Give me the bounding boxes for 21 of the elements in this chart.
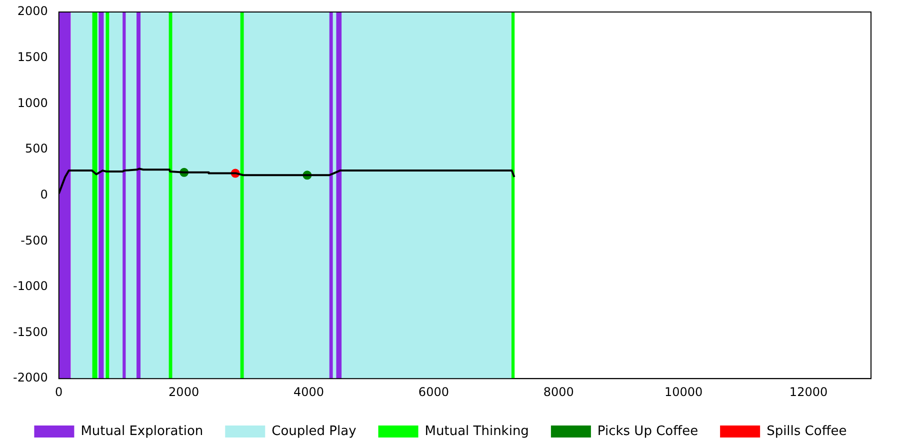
legend-label: Picks Up Coffee: [597, 424, 698, 439]
y-tick-label: 1500: [17, 50, 48, 64]
x-tick-label: 12000: [789, 384, 828, 399]
legend-label: Coupled Play: [272, 424, 357, 439]
x-tick-label: 10000: [664, 384, 703, 399]
x-tick-label: 2000: [168, 384, 200, 399]
x-tick-label: 8000: [543, 384, 574, 399]
y-tick-label: 0: [40, 187, 48, 202]
legend-label: Mutual Exploration: [80, 424, 204, 439]
x-tick-label: 4000: [293, 384, 324, 399]
y-tick-label: -1000: [12, 279, 48, 294]
y-tick-label: -500: [20, 233, 48, 248]
x-tick-label: 0: [55, 384, 63, 399]
y-tick-label: -1500: [12, 324, 48, 339]
y-tick-label: 1000: [17, 96, 48, 110]
y-tick-label: -2000: [12, 370, 48, 385]
x-tick-label: 6000: [418, 384, 449, 399]
legend-label: Mutual Thinking: [424, 424, 529, 439]
y-tick-label: 2000: [17, 4, 48, 18]
legend-label: Spills Coffee: [766, 424, 847, 439]
y-tick-label: 500: [24, 142, 48, 156]
